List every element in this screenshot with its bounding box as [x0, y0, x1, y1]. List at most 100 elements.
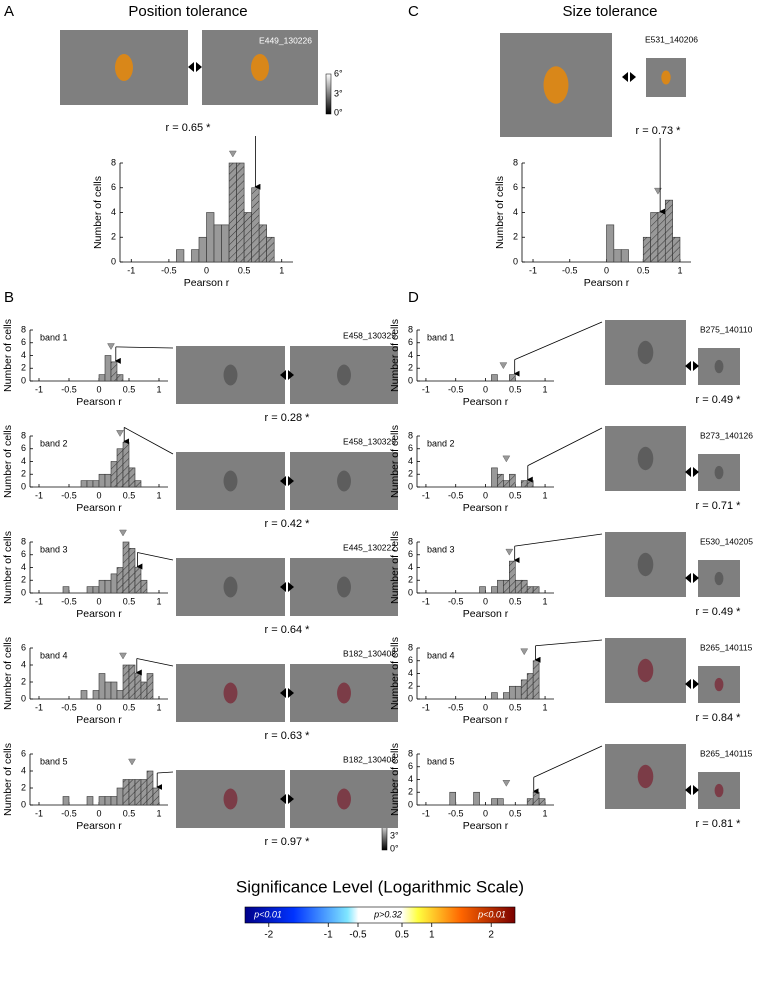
panel-letter: B: [4, 289, 14, 306]
swap-icon: [288, 794, 294, 804]
bar: [491, 374, 498, 382]
x-tick-label: -1: [529, 265, 537, 275]
bar: [191, 249, 200, 263]
x-tick-label: -1: [35, 490, 43, 500]
image-id: E531_140206: [645, 34, 698, 44]
x-axis-label: Pearson r: [584, 277, 630, 289]
y-axis-label: Number of cells: [494, 176, 506, 249]
y-tick-label: 4: [408, 456, 413, 466]
bar: [221, 224, 230, 263]
x-tick-label: 1: [543, 596, 548, 606]
y-tick-label: 2: [408, 787, 413, 797]
y-tick-label: 2: [21, 575, 26, 585]
band-label: band 4: [40, 650, 68, 660]
swap-icon: [685, 573, 691, 583]
bar: [532, 791, 540, 806]
x-tick-label: 0.5: [123, 808, 136, 818]
colorbar-tick-label: 0.5: [395, 930, 409, 941]
x-tick-label: 0.5: [509, 384, 522, 394]
x-tick-label: 0.5: [123, 702, 136, 712]
bar: [532, 660, 540, 700]
bar: [110, 361, 118, 382]
stimulus-blob: [637, 340, 654, 365]
stimulus-blob: [223, 364, 238, 386]
colorbar-label: p<0.01: [253, 909, 282, 919]
bar: [491, 467, 498, 488]
y-tick-label: 2: [513, 232, 518, 242]
connector: [115, 346, 174, 349]
y-tick-label: 8: [513, 157, 518, 167]
image-id: B275_140110: [700, 324, 753, 334]
median-marker: [119, 529, 127, 537]
y-tick-label: 6: [408, 337, 413, 347]
x-tick-label: -0.5: [448, 808, 464, 818]
x-axis-label: Pearson r: [463, 502, 509, 514]
y-tick-label: 6: [408, 761, 413, 771]
y-tick-label: 6: [408, 549, 413, 559]
y-tick-label: 6: [111, 182, 116, 192]
y-tick-label: 4: [408, 350, 413, 360]
connector: [514, 533, 603, 547]
colorbar-title: Significance Level (Logarithmic Scale): [236, 877, 524, 896]
x-tick-label: 1: [156, 808, 161, 818]
x-tick-label: -1: [422, 490, 430, 500]
bar: [62, 796, 70, 806]
swap-icon: [280, 370, 286, 380]
connector: [514, 321, 603, 360]
median-marker: [119, 652, 127, 660]
y-tick-label: 8: [21, 324, 26, 334]
bar: [520, 579, 528, 594]
correlation-label: r = 0.49 *: [696, 394, 742, 406]
stimulus-blob: [714, 571, 724, 586]
swap-icon: [280, 688, 286, 698]
bar: [116, 448, 124, 488]
scale-label: 3°: [334, 88, 343, 98]
y-tick-label: 4: [21, 562, 26, 572]
bar: [128, 467, 136, 488]
y-tick-label: 0: [21, 375, 26, 385]
correlation-label: r = 0.42 *: [265, 518, 311, 530]
bar: [491, 586, 498, 594]
correlation-label: r = 0.64 *: [265, 624, 311, 636]
y-tick-label: 6: [21, 443, 26, 453]
bar: [116, 787, 124, 806]
x-axis-label: Pearson r: [76, 502, 122, 514]
correlation-label: r = 0.71 *: [696, 500, 742, 512]
stimulus-blob: [223, 470, 238, 492]
stimulus-blob: [637, 552, 654, 577]
swap-icon: [280, 794, 286, 804]
x-tick-label: 0: [96, 702, 101, 712]
bar: [497, 579, 504, 594]
swap-icon: [630, 72, 636, 82]
stimulus-blob: [115, 54, 133, 81]
x-axis-label: Pearson r: [76, 608, 122, 620]
x-tick-label: 0: [483, 702, 488, 712]
stimulus-blob: [223, 788, 238, 810]
image-id: B265_140115: [700, 748, 753, 758]
x-tick-label: -1: [127, 265, 135, 275]
bar: [251, 187, 260, 263]
bar: [104, 579, 112, 594]
x-tick-label: 0: [96, 808, 101, 818]
connector: [157, 771, 174, 774]
y-tick-label: 4: [21, 659, 26, 669]
x-tick-label: 1: [279, 265, 284, 275]
colorbar-tick-label: -2: [264, 930, 273, 941]
bar: [243, 212, 252, 263]
connector: [136, 658, 174, 667]
x-tick-label: 1: [543, 384, 548, 394]
y-tick-label: 4: [111, 207, 116, 217]
bar: [491, 798, 498, 806]
bar: [98, 473, 106, 488]
x-tick-label: 0: [96, 596, 101, 606]
bar: [62, 586, 70, 594]
median-marker: [505, 548, 514, 556]
correlation-label: r = 0.63 *: [265, 730, 311, 742]
band-label: band 4: [427, 650, 455, 660]
y-tick-label: 6: [21, 748, 26, 758]
correlation-label: r = 0.49 *: [696, 606, 742, 618]
bar: [473, 791, 480, 806]
x-tick-label: 0.5: [123, 490, 136, 500]
bar: [86, 586, 94, 594]
bar: [503, 480, 510, 488]
